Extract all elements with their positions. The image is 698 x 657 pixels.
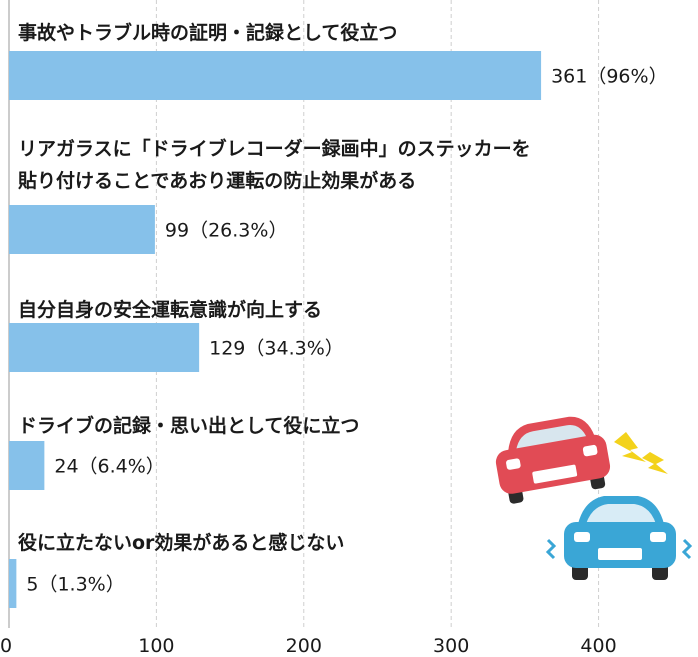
value-label: 24（6.4%） [54,456,164,478]
bar [9,441,45,490]
value-label: 5（1.3%） [26,574,124,596]
value-label: 129（34.3%） [209,338,344,360]
category-label: 事故やトラブル時の証明・記録として役立つ [18,21,397,44]
red-car-icon [495,416,611,504]
value-label: 361（96%） [551,66,668,88]
category-label: ドライブの記録・思い出として役に立つ [18,414,359,437]
car-collision-icon [495,416,693,580]
spark-icon [642,452,668,474]
blue-car-icon [545,496,693,580]
x-tick-label: 100 [138,635,174,657]
category-label: 役に立たないor効果があると感じない [18,531,344,554]
bar [9,559,17,608]
bar [9,205,155,254]
category-label: リアガラスに「ドライブレコーダー録画中」のステッカーを [18,137,531,160]
spark-icon [614,432,646,462]
x-tick-label: 0 [0,635,12,657]
x-tick-label: 300 [433,635,469,657]
category-label: 貼り付けることであおり運転の防止効果がある [18,169,416,192]
x-tick-label: 200 [286,635,322,657]
bar [9,51,542,100]
value-label: 99（26.3%） [165,220,288,242]
bar [9,323,200,372]
x-tick-label: 400 [580,635,616,657]
category-label: 自分自身の安全運転意識が向上する [18,298,322,321]
